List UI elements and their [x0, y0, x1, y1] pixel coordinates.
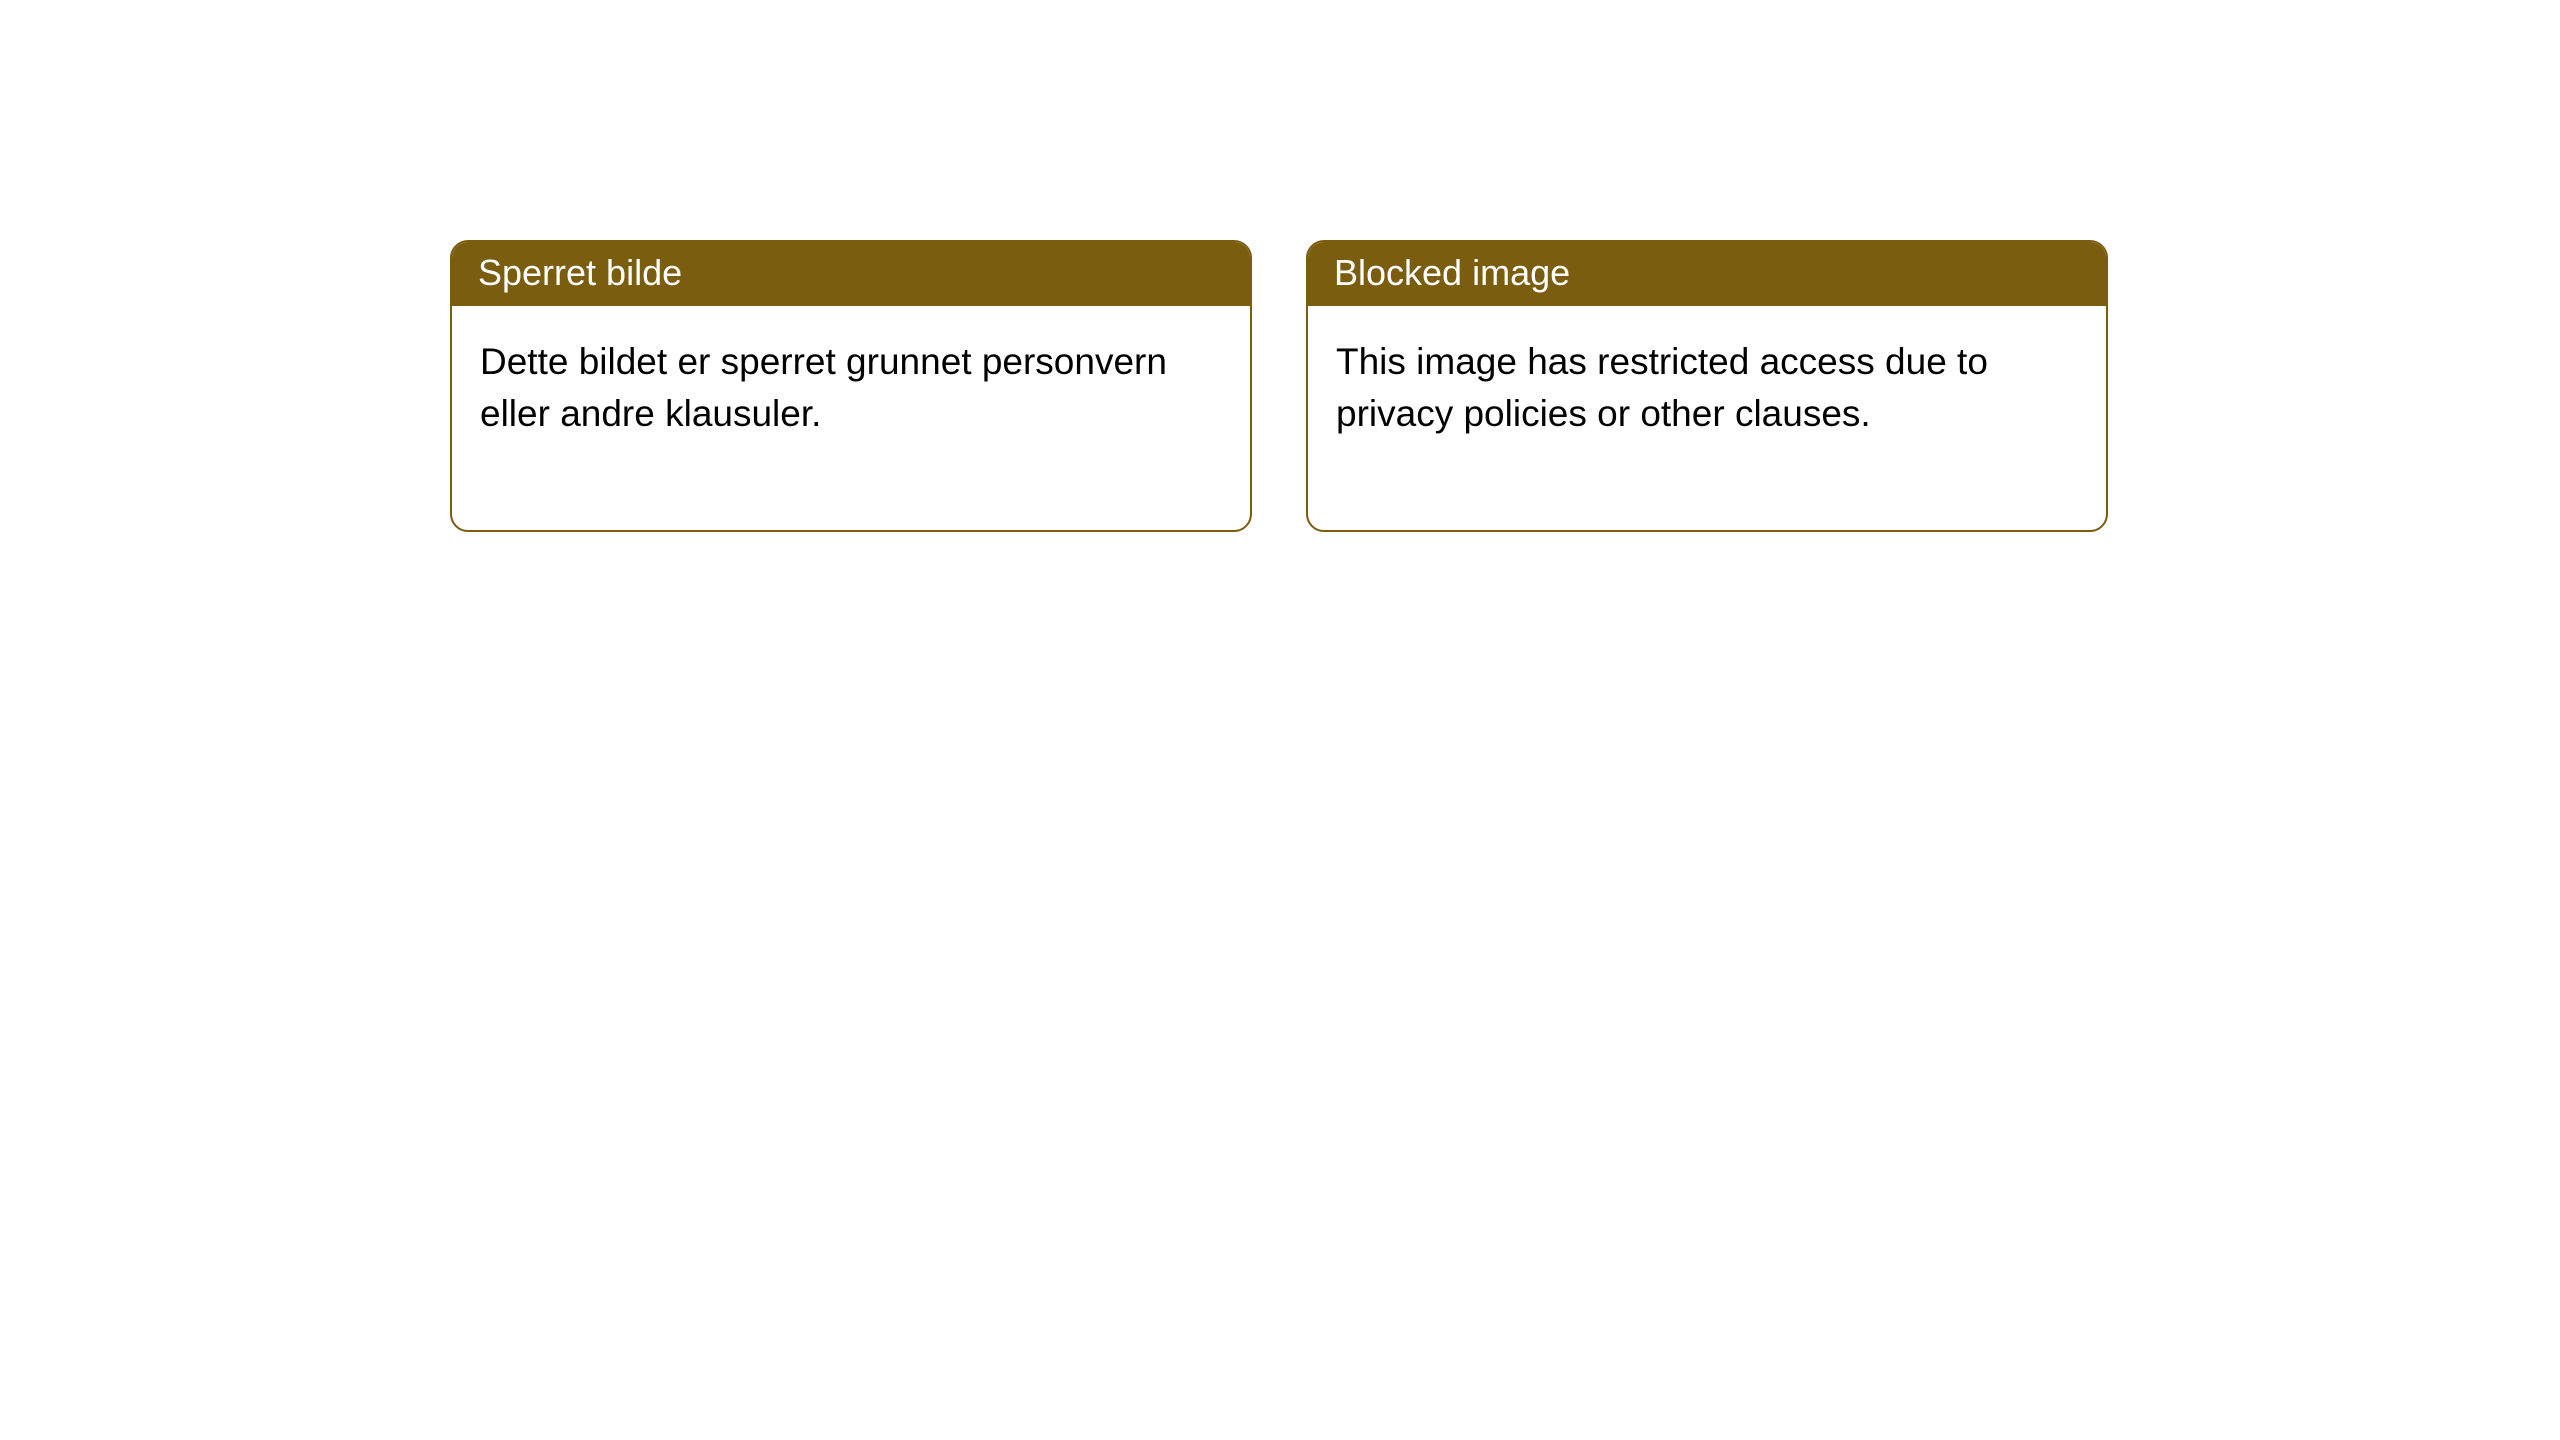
notice-card-norwegian: Sperret bilde Dette bildet er sperret gr…	[450, 240, 1252, 532]
notice-header: Blocked image	[1308, 242, 2106, 306]
notice-body: Dette bildet er sperret grunnet personve…	[452, 306, 1250, 530]
notice-header: Sperret bilde	[452, 242, 1250, 306]
notice-container: Sperret bilde Dette bildet er sperret gr…	[0, 0, 2560, 532]
notice-card-english: Blocked image This image has restricted …	[1306, 240, 2108, 532]
notice-body: This image has restricted access due to …	[1308, 306, 2106, 530]
